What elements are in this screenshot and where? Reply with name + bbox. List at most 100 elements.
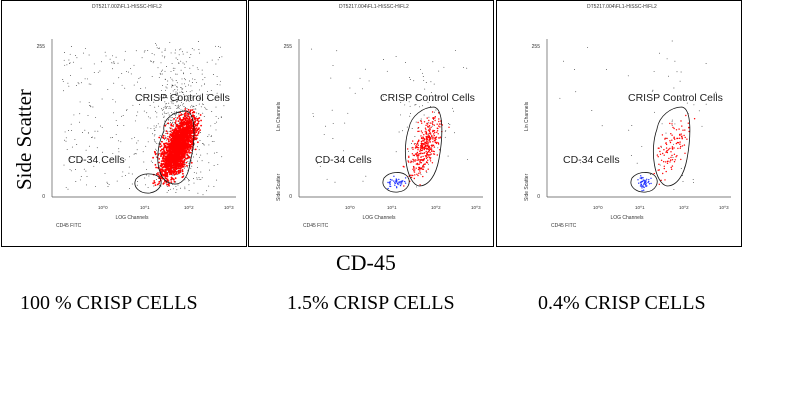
background-event <box>136 142 138 144</box>
background-event <box>129 156 130 158</box>
background-event <box>151 76 153 78</box>
background-event <box>161 55 163 57</box>
background-event <box>163 94 165 96</box>
y-tick-label: 255 <box>284 44 293 50</box>
crisp-event <box>175 131 178 134</box>
crisp-event <box>676 141 679 144</box>
background-event <box>649 174 651 175</box>
background-event <box>189 179 191 181</box>
background-event <box>330 77 332 79</box>
background-event <box>362 180 364 182</box>
background-event <box>160 89 162 91</box>
background-event <box>202 194 204 196</box>
background-event <box>201 103 203 105</box>
background-event <box>427 163 429 165</box>
y-tick-label: 0 <box>42 194 45 200</box>
crisp-event <box>425 139 428 141</box>
background-event <box>674 123 676 125</box>
background-event <box>145 174 147 176</box>
background-event <box>168 130 170 132</box>
background-event <box>70 46 72 47</box>
background-event <box>176 86 178 88</box>
crisp-event <box>656 154 659 156</box>
background-event <box>422 72 423 74</box>
background-event <box>183 93 185 95</box>
background-event <box>178 62 180 64</box>
crisp-event <box>670 159 672 161</box>
background-event <box>206 98 208 99</box>
background-event <box>666 58 668 60</box>
background-event <box>671 121 673 123</box>
x-tick-label: 10^0 <box>345 205 355 210</box>
crisp-event <box>423 139 426 141</box>
background-event <box>214 123 216 125</box>
crisp-event <box>171 129 174 132</box>
background-event <box>184 179 186 181</box>
crisp-event <box>677 147 679 150</box>
background-event <box>705 103 707 105</box>
crisp-event <box>657 156 659 158</box>
crisp-event <box>197 117 200 120</box>
crisp-event <box>164 164 166 166</box>
background-event <box>641 145 643 147</box>
background-event <box>164 57 166 59</box>
background-event <box>332 65 334 67</box>
background-event <box>631 125 633 126</box>
flow-plot-svg-1: DT5217.002\FL1-H\SSC-H\FL2 255 0 LOG Cha… <box>37 4 236 229</box>
crisp-event <box>681 145 684 147</box>
crisp-event <box>428 125 431 127</box>
background-event <box>438 70 440 72</box>
crisp-event <box>183 134 186 137</box>
crisp-event <box>186 133 188 136</box>
background-event <box>177 107 179 109</box>
crisp-event <box>670 168 673 170</box>
crisp-event <box>187 123 190 126</box>
background-event <box>185 90 187 92</box>
background-event <box>354 92 356 94</box>
background-event <box>671 119 673 121</box>
background-event <box>99 162 101 164</box>
background-event <box>202 99 204 100</box>
background-event <box>411 143 413 144</box>
crisp-event <box>173 141 175 143</box>
crisp-event <box>429 138 431 141</box>
background-event <box>146 168 148 170</box>
crisp-event <box>414 169 416 171</box>
crisp-event <box>426 138 428 140</box>
crisp-event <box>426 133 428 135</box>
background-event <box>184 83 185 85</box>
cd34-gate-label: CD-34 Cells <box>68 154 125 166</box>
crisp-event <box>173 117 176 120</box>
background-event <box>193 178 195 179</box>
crisp-event <box>160 145 163 147</box>
crisp-event <box>665 170 667 173</box>
background-event <box>171 78 173 80</box>
background-event <box>155 179 157 180</box>
y-axis-title-lower: Side Scatter <box>276 173 282 201</box>
crisp-event <box>189 151 192 154</box>
background-event <box>202 143 204 145</box>
crisp-event <box>158 158 161 160</box>
background-event <box>182 53 184 55</box>
crisp-event <box>180 154 183 157</box>
crisp-event <box>159 146 162 148</box>
background-event <box>168 190 170 191</box>
background-event <box>630 155 632 157</box>
crisp-event <box>169 136 171 139</box>
crisp-event <box>157 172 159 174</box>
crisp-event <box>418 130 420 132</box>
crisp-event <box>420 130 423 132</box>
caption-panel-2: 1.5% CRISP CELLS <box>287 292 455 314</box>
background-event <box>161 93 163 95</box>
cd34-events <box>387 175 407 190</box>
background-event <box>400 114 402 116</box>
crisp-event <box>194 118 196 121</box>
background-event <box>453 110 454 112</box>
background-event <box>166 97 168 99</box>
background-event <box>173 99 175 101</box>
crisp-event <box>180 122 183 124</box>
crisp-event <box>174 133 177 136</box>
crisp-event <box>418 152 420 155</box>
crisp-event <box>187 115 190 118</box>
background-event <box>219 84 221 86</box>
